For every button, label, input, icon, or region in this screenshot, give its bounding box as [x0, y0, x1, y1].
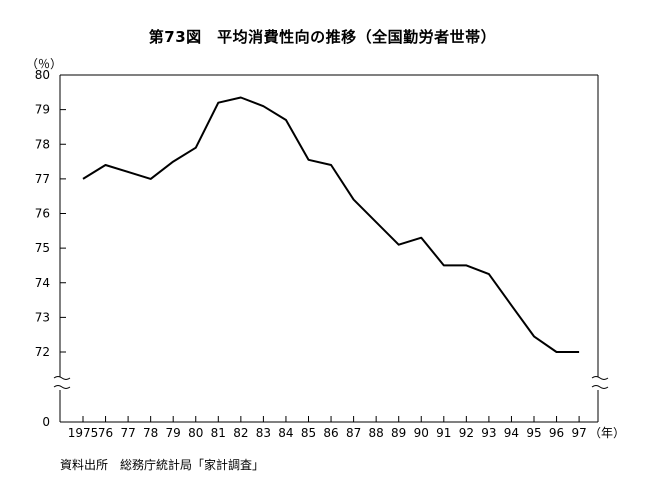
- x-tick-label: 86: [323, 426, 338, 440]
- x-tick-label: 83: [256, 426, 271, 440]
- x-tick-label: 87: [346, 426, 361, 440]
- plot-frame: [53, 74, 609, 423]
- x-tick-label: 89: [391, 426, 406, 440]
- x-tick-label: 80: [188, 426, 203, 440]
- x-axis: 1975 76 77 78 79 80 81 82 83 84 85 86 87 88 89 90 91 92 93…: [68, 416, 587, 440]
- x-tick-label: 91: [436, 426, 451, 440]
- x-tick-label: 81: [211, 426, 226, 440]
- y-tick-label: 78: [35, 137, 50, 151]
- x-tick-label: 92: [459, 426, 474, 440]
- x-axis-unit: （年）: [589, 426, 625, 440]
- axis-break-left: [53, 376, 71, 389]
- y-tick-label: 80: [35, 68, 50, 82]
- x-tick-label: 76: [98, 426, 113, 440]
- x-tick-label: 82: [233, 426, 248, 440]
- x-tick-label: 85: [301, 426, 316, 440]
- x-tick-label: 93: [481, 426, 496, 440]
- y-tick-label: 74: [35, 276, 50, 290]
- x-tick-label: 79: [166, 426, 181, 440]
- y-tick-label-zero: 0: [42, 415, 50, 429]
- series-line: [82, 96, 580, 353]
- y-tick-label: 75: [35, 241, 50, 255]
- chart-title: 第73図 平均消費性向の推移（全国勤労者世帯）: [148, 28, 497, 46]
- y-axis-unit: （％）: [26, 57, 62, 71]
- y-tick-label: 73: [35, 310, 50, 324]
- x-tick-label: 96: [549, 426, 564, 440]
- axis-break-right: [591, 376, 609, 389]
- x-tick-label: 77: [120, 426, 135, 440]
- x-tick-label: 94: [504, 426, 519, 440]
- x-tick-label: 90: [414, 426, 429, 440]
- y-tick-label: 72: [35, 345, 50, 359]
- x-tick-label: 95: [526, 426, 541, 440]
- series-layer: [82, 96, 580, 353]
- y-tick-label: 76: [35, 207, 50, 221]
- y-tick-label: 79: [35, 103, 50, 117]
- y-axis: 80 79 78 77 76 75 74 73 72 0: [35, 68, 66, 429]
- y-tick-label: 77: [35, 172, 50, 186]
- x-tick-label: 88: [369, 426, 384, 440]
- x-tick-label: 78: [143, 426, 158, 440]
- source-note: 資料出所 総務庁統計局「家計調査」: [60, 458, 265, 472]
- x-tick-label: 97: [571, 426, 586, 440]
- x-tick-label: 84: [278, 426, 293, 440]
- x-tick-label: 1975: [68, 426, 99, 440]
